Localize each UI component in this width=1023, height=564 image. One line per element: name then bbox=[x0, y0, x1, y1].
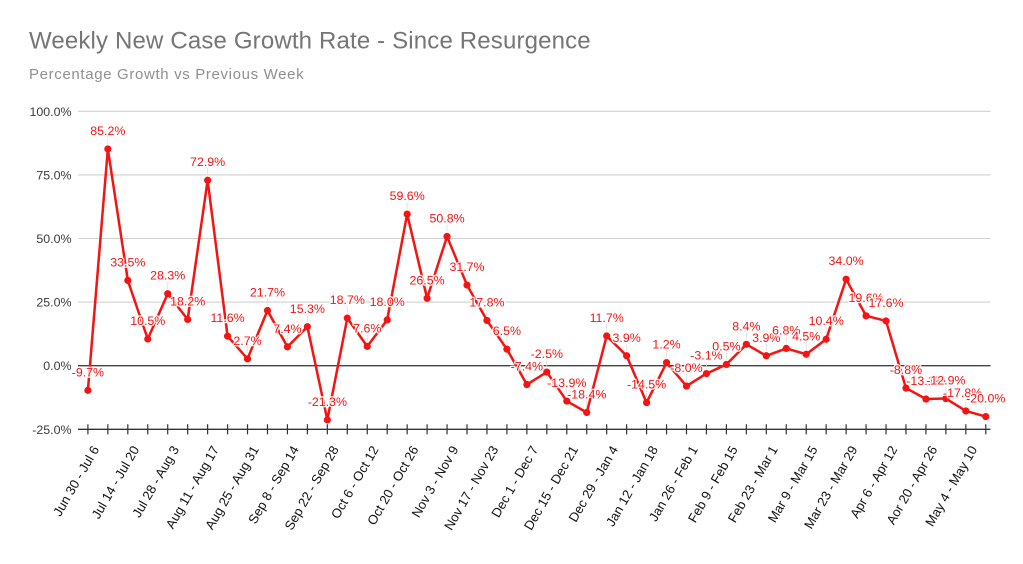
svg-text:-8.0%: -8.0% bbox=[670, 361, 702, 375]
svg-text:85.2%: 85.2% bbox=[90, 124, 125, 138]
svg-text:34.0%: 34.0% bbox=[829, 254, 864, 268]
svg-text:21.7%: 21.7% bbox=[250, 286, 285, 300]
svg-text:15.3%: 15.3% bbox=[290, 302, 325, 316]
svg-text:17.6%: 17.6% bbox=[868, 296, 903, 310]
svg-text:3.9%: 3.9% bbox=[613, 331, 641, 345]
svg-text:Percentage Growth vs Previous: Percentage Growth vs Previous Week bbox=[29, 66, 304, 83]
svg-text:1.2%: 1.2% bbox=[652, 338, 680, 352]
svg-text:31.7%: 31.7% bbox=[449, 260, 484, 274]
svg-text:-2.5%: -2.5% bbox=[531, 347, 563, 361]
svg-text:10.5%: 10.5% bbox=[130, 314, 165, 328]
svg-text:59.6%: 59.6% bbox=[390, 189, 425, 203]
svg-text:-21.3%: -21.3% bbox=[308, 395, 347, 409]
svg-text:11.7%: 11.7% bbox=[590, 311, 624, 325]
svg-text:-3.1%: -3.1% bbox=[690, 349, 722, 363]
svg-text:7.4%: 7.4% bbox=[273, 322, 301, 336]
svg-text:75.0%: 75.0% bbox=[36, 168, 71, 182]
svg-text:-18.4%: -18.4% bbox=[567, 388, 606, 402]
svg-text:-17.8%: -17.8% bbox=[943, 386, 982, 400]
svg-text:100.0%: 100.0% bbox=[29, 105, 71, 119]
svg-text:8.4%: 8.4% bbox=[732, 319, 760, 333]
svg-text:25.0%: 25.0% bbox=[36, 296, 71, 310]
svg-text:-13.1%: -13.1% bbox=[906, 374, 945, 388]
svg-text:11.6%: 11.6% bbox=[210, 311, 244, 325]
svg-text:2.7%: 2.7% bbox=[233, 334, 261, 348]
svg-text:72.9%: 72.9% bbox=[190, 155, 225, 169]
svg-text:10.4%: 10.4% bbox=[809, 314, 844, 328]
svg-text:50.8%: 50.8% bbox=[429, 211, 464, 225]
svg-text:-25.0%: -25.0% bbox=[32, 423, 71, 437]
svg-text:Weekly New Case Growth Rate -: Weekly New Case Growth Rate - Since Resu… bbox=[29, 28, 591, 55]
svg-text:-12.9%: -12.9% bbox=[926, 374, 965, 388]
svg-text:26.5%: 26.5% bbox=[410, 273, 445, 287]
svg-text:18.7%: 18.7% bbox=[330, 293, 365, 307]
svg-text:33.5%: 33.5% bbox=[110, 255, 145, 269]
svg-text:17.8%: 17.8% bbox=[469, 295, 504, 309]
svg-text:28.3%: 28.3% bbox=[150, 269, 185, 283]
svg-text:50.0%: 50.0% bbox=[36, 232, 71, 246]
svg-text:3.9%: 3.9% bbox=[752, 331, 780, 345]
svg-text:7.6%: 7.6% bbox=[353, 321, 381, 335]
svg-text:-7.4%: -7.4% bbox=[511, 360, 543, 374]
svg-text:0.5%: 0.5% bbox=[712, 339, 740, 353]
svg-text:6.8%: 6.8% bbox=[772, 323, 800, 337]
svg-text:18.2%: 18.2% bbox=[170, 294, 205, 308]
svg-text:-8.8%: -8.8% bbox=[890, 363, 922, 377]
svg-text:-14.5%: -14.5% bbox=[627, 378, 666, 392]
svg-text:-9.7%: -9.7% bbox=[72, 365, 104, 379]
svg-text:19.6%: 19.6% bbox=[848, 291, 883, 305]
svg-text:6.5%: 6.5% bbox=[493, 324, 521, 338]
svg-text:0.0%: 0.0% bbox=[43, 359, 71, 373]
svg-text:-13.9%: -13.9% bbox=[547, 376, 586, 390]
svg-text:-20.0%: -20.0% bbox=[966, 392, 1005, 406]
svg-text:18.0%: 18.0% bbox=[370, 295, 405, 309]
svg-text:4.5%: 4.5% bbox=[792, 329, 820, 343]
